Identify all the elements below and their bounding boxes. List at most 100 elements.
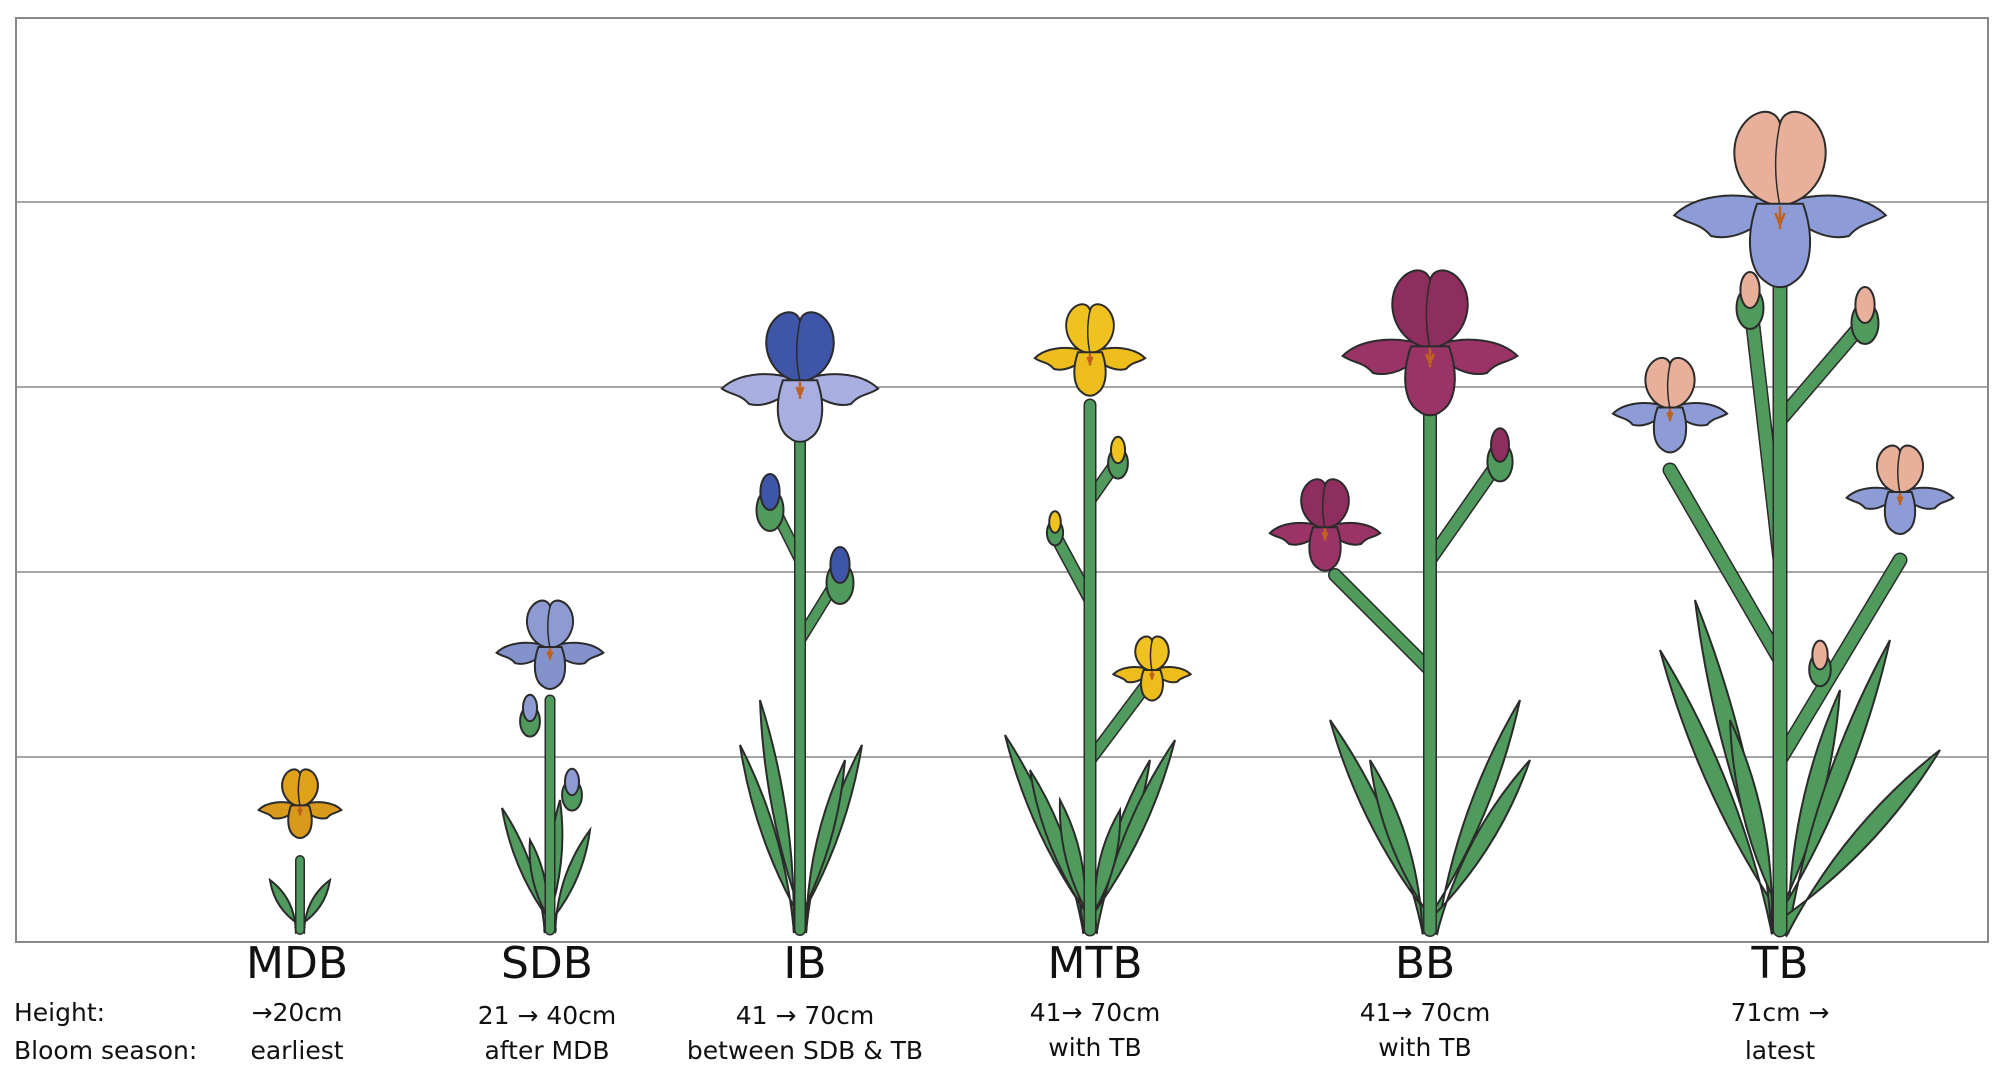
iris-flower bbox=[1611, 356, 1729, 454]
leaf bbox=[268, 877, 307, 935]
standard-vein bbox=[1425, 279, 1431, 349]
bloom-value-bb: with TB bbox=[1378, 1033, 1472, 1062]
category-name-mtb: MTB bbox=[1047, 938, 1143, 989]
fall-center bbox=[1404, 345, 1456, 417]
iris-flower bbox=[1341, 269, 1519, 417]
standard-vein bbox=[1322, 485, 1326, 529]
standard-vein bbox=[1774, 123, 1781, 207]
plant-ib bbox=[720, 311, 880, 936]
standard bbox=[1391, 269, 1469, 350]
fall-center bbox=[1652, 406, 1688, 454]
bloom-value-tb: latest bbox=[1744, 1036, 1816, 1065]
beard bbox=[1774, 206, 1786, 230]
fall-center bbox=[287, 804, 313, 840]
standard-vein bbox=[1666, 363, 1671, 409]
plants bbox=[257, 111, 1955, 938]
bud bbox=[1854, 286, 1876, 324]
bud bbox=[1048, 510, 1062, 534]
category-name-bb: BB bbox=[1394, 938, 1456, 989]
standard-vein bbox=[1897, 451, 1901, 494]
height-value-ib: 41 → 70cm bbox=[735, 1001, 875, 1030]
bud bbox=[1811, 639, 1829, 671]
leaf bbox=[759, 699, 808, 933]
category-name-mdb: MDB bbox=[245, 938, 349, 989]
bud bbox=[829, 546, 851, 584]
iris-flower bbox=[1033, 303, 1147, 397]
leaf bbox=[1771, 749, 1941, 938]
plant-mdb bbox=[257, 768, 343, 935]
fall-center bbox=[776, 379, 824, 443]
height-value-bb: 41→ 70cm bbox=[1359, 998, 1491, 1027]
beard bbox=[1666, 408, 1674, 422]
beard bbox=[1896, 493, 1904, 506]
stem bbox=[1329, 569, 1436, 676]
plant-sdb bbox=[495, 599, 605, 936]
height-value-mdb: →20cm bbox=[251, 998, 343, 1027]
leaf bbox=[1369, 759, 1440, 935]
category-name-sdb: SDB bbox=[501, 938, 593, 989]
fall-center bbox=[1748, 202, 1812, 289]
plant-tb bbox=[1611, 111, 1955, 938]
fall-right bbox=[1436, 338, 1519, 376]
standard-vein bbox=[1087, 310, 1091, 354]
height-value-tb: 71cm → bbox=[1730, 998, 1830, 1027]
plant-mtb bbox=[1004, 303, 1193, 937]
leaf bbox=[1659, 649, 1790, 935]
fall-left bbox=[1341, 338, 1424, 376]
height-value-mtb: 41→ 70cm bbox=[1029, 998, 1161, 1027]
fall-center bbox=[1073, 351, 1107, 397]
bud bbox=[1739, 271, 1761, 309]
iris-flower bbox=[257, 768, 343, 840]
fall-center bbox=[1140, 669, 1164, 702]
bud bbox=[1490, 427, 1510, 463]
beard bbox=[1086, 353, 1094, 367]
iris-flower bbox=[1672, 111, 1888, 289]
height-value-sdb: 21 → 40cm bbox=[477, 1001, 617, 1030]
gridlines bbox=[16, 201, 1988, 758]
leaf bbox=[1729, 719, 1791, 934]
bloom-row-label: Bloom season: bbox=[14, 1036, 198, 1065]
stem bbox=[1424, 454, 1506, 566]
leaf bbox=[1770, 639, 1891, 935]
plant-bb bbox=[1268, 269, 1531, 937]
fall-center bbox=[1883, 490, 1917, 536]
category-name-ib: IB bbox=[783, 938, 827, 989]
leaf bbox=[739, 744, 808, 934]
iris-flower bbox=[1111, 635, 1193, 702]
bloom-value-ib: between SDB & TB bbox=[686, 1036, 924, 1065]
stem bbox=[1085, 675, 1155, 765]
leaf bbox=[293, 877, 332, 935]
standard-vein bbox=[796, 320, 801, 383]
standard bbox=[526, 599, 574, 650]
iris-flower bbox=[495, 599, 605, 691]
leaf bbox=[543, 826, 592, 934]
iris-flower bbox=[1268, 478, 1382, 572]
leaf bbox=[792, 759, 846, 933]
beard bbox=[1321, 528, 1329, 542]
stem bbox=[1774, 554, 1906, 766]
bud bbox=[521, 693, 539, 723]
chart-frame bbox=[15, 17, 1989, 943]
height-row-label: Height: bbox=[14, 998, 106, 1027]
beard bbox=[795, 381, 805, 399]
leaf bbox=[1329, 719, 1439, 935]
bud bbox=[759, 473, 781, 511]
category-name-tb: TB bbox=[1751, 938, 1809, 989]
beard bbox=[1425, 348, 1435, 368]
bud bbox=[1109, 435, 1127, 465]
fall-center bbox=[1308, 526, 1342, 572]
fall-left bbox=[1672, 194, 1772, 239]
beard bbox=[1149, 670, 1155, 681]
fall-right bbox=[1788, 194, 1888, 239]
stem bbox=[1664, 464, 1786, 666]
standard-vein bbox=[547, 606, 551, 649]
beard bbox=[546, 648, 554, 661]
beard bbox=[297, 806, 303, 817]
iris-flower bbox=[720, 311, 880, 443]
bloom-value-mdb: earliest bbox=[250, 1036, 344, 1065]
bloom-value-sdb: after MDB bbox=[484, 1036, 610, 1065]
standard-vein bbox=[297, 773, 301, 807]
bud bbox=[563, 767, 581, 797]
bloom-value-mtb: with TB bbox=[1048, 1033, 1142, 1062]
